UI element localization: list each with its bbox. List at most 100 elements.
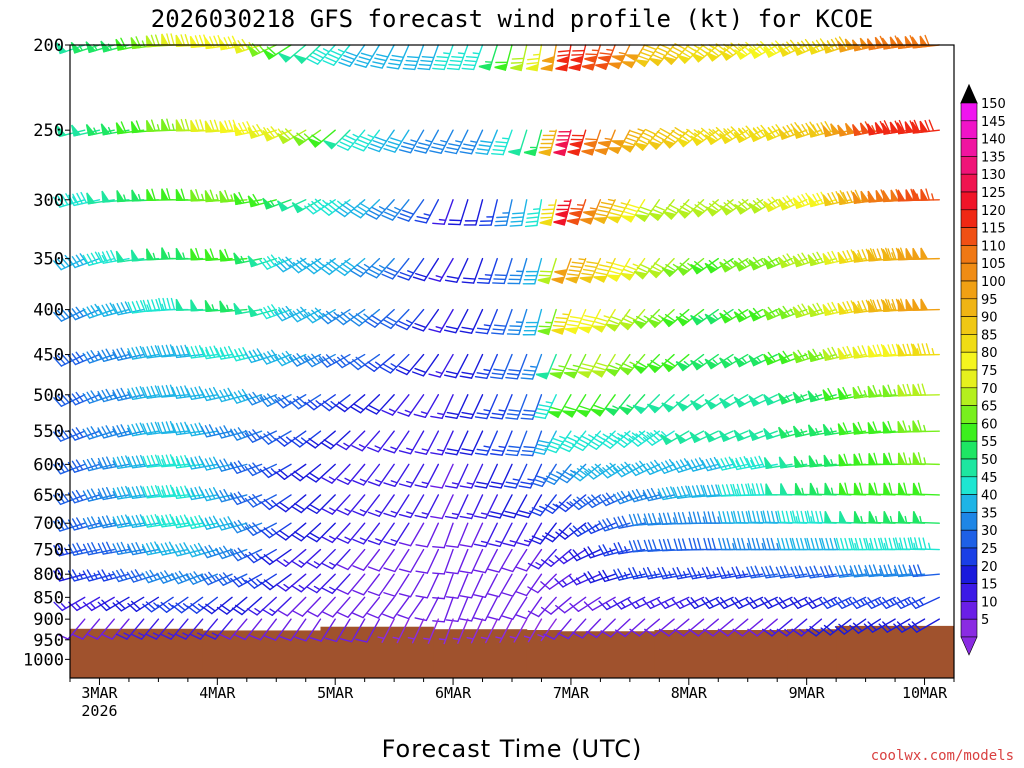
- barb-full-flag: [245, 579, 256, 589]
- barb-full-flag: [861, 249, 868, 262]
- barb-full-flag: [368, 209, 381, 217]
- barb-half-flag: [457, 52, 466, 55]
- barb-full-flag: [505, 481, 519, 485]
- y-tick-label: 400: [33, 301, 64, 321]
- barb-full-flag: [738, 46, 748, 56]
- wind-barb: [746, 455, 778, 470]
- barb-full-flag: [305, 475, 317, 483]
- barb-full-flag: [445, 325, 459, 330]
- wind-barb: [229, 519, 263, 534]
- wind-barb: [501, 548, 528, 573]
- barb-full-flag: [364, 364, 375, 372]
- wind-barb: [719, 394, 749, 409]
- wind-barb: [306, 522, 336, 543]
- barb-full-flag: [694, 204, 706, 213]
- barb-full-flag: [208, 571, 217, 582]
- wind-barb: [322, 44, 351, 66]
- barb-full-flag: [879, 565, 885, 578]
- barb-full-flag: [741, 537, 746, 551]
- barb-full-flag: [157, 604, 168, 613]
- barb-full-flag: [169, 384, 176, 397]
- barb-half-flag: [388, 408, 396, 413]
- barb-pennant: [896, 37, 906, 50]
- barb-full-flag: [536, 408, 550, 412]
- barb-full-flag: [354, 63, 367, 68]
- barb-staff: [82, 618, 101, 640]
- barb-full-flag: [801, 124, 809, 136]
- wind-barb: [350, 394, 381, 414]
- wind-barb: [478, 44, 498, 71]
- barb-full-flag: [884, 537, 889, 551]
- barb-full-flag: [797, 42, 806, 53]
- barb-half-flag: [97, 519, 102, 527]
- barb-full-flag: [888, 482, 893, 496]
- wind-barb: [231, 596, 263, 616]
- wind-barb: [593, 257, 616, 283]
- wind-barb: [820, 618, 852, 636]
- credit-link[interactable]: coolwx.com/models: [871, 748, 1014, 764]
- wind-barb: [445, 548, 469, 575]
- wind-barb: [443, 353, 469, 379]
- barb-full-flag: [476, 481, 489, 485]
- barb-full-flag: [846, 300, 853, 313]
- barb-full-flag: [700, 43, 712, 52]
- wind-barb: [673, 618, 705, 637]
- barb-half-flag: [363, 263, 371, 269]
- wind-barb: [452, 618, 469, 644]
- barb-full-flag: [294, 636, 307, 642]
- barb-full-flag: [739, 456, 746, 469]
- barb-pennant: [175, 298, 184, 311]
- barb-full-flag: [135, 346, 142, 359]
- barb-full-flag: [131, 301, 138, 314]
- barb-full-flag: [222, 572, 232, 583]
- wind-barb: [146, 188, 174, 202]
- barb-full-flag: [583, 547, 592, 559]
- barb-half-flag: [421, 448, 429, 452]
- colorbar-label: 90: [981, 311, 998, 326]
- barb-staff: [347, 596, 366, 618]
- barb-full-flag: [385, 144, 398, 150]
- barb-half-flag: [736, 488, 740, 497]
- barb-full-flag: [215, 460, 223, 472]
- barb-pennant: [551, 327, 566, 335]
- barb-full-flag: [444, 150, 458, 155]
- colorbar-label: 100: [981, 275, 1006, 290]
- barb-full-flag: [593, 404, 606, 411]
- barb-full-flag: [502, 542, 515, 547]
- wind-barb: [867, 384, 896, 398]
- barb-half-flag: [329, 535, 336, 540]
- barb-full-flag: [311, 200, 322, 210]
- barb-half-flag: [923, 424, 927, 433]
- barb-full-flag: [146, 455, 153, 468]
- barb-full-flag: [131, 423, 138, 436]
- barb-half-flag: [390, 446, 398, 450]
- colorbar-label: 55: [981, 435, 998, 450]
- barb-pennant: [719, 50, 733, 61]
- wind-barb: [324, 618, 351, 643]
- colorbar-label: 130: [981, 168, 1006, 183]
- barb-full-flag: [925, 343, 931, 356]
- barb-pennant: [307, 137, 322, 148]
- wind-barb: [598, 462, 631, 479]
- barb-full-flag: [812, 193, 820, 206]
- barb-full-flag: [116, 569, 124, 581]
- barb-full-flag: [428, 277, 441, 282]
- wind-barb: [763, 351, 793, 366]
- wind-barb: [703, 511, 734, 524]
- barb-half-flag: [859, 599, 866, 606]
- barb-full-flag: [381, 409, 394, 416]
- barb-half-flag: [274, 395, 280, 402]
- wind-barb: [321, 494, 351, 515]
- barb-full-flag: [854, 537, 860, 551]
- barb-full-flag: [220, 604, 231, 613]
- barb-full-flag: [654, 205, 667, 212]
- barb-staff: [441, 463, 454, 489]
- barb-pennant: [675, 316, 690, 327]
- wind-barb: [627, 596, 661, 610]
- barb-pennant: [204, 190, 214, 203]
- barb-full-flag: [789, 537, 794, 551]
- wind-barb: [370, 44, 395, 69]
- barb-half-flag: [483, 324, 492, 327]
- wind-barb: [336, 494, 366, 516]
- barb-pennant: [733, 396, 747, 408]
